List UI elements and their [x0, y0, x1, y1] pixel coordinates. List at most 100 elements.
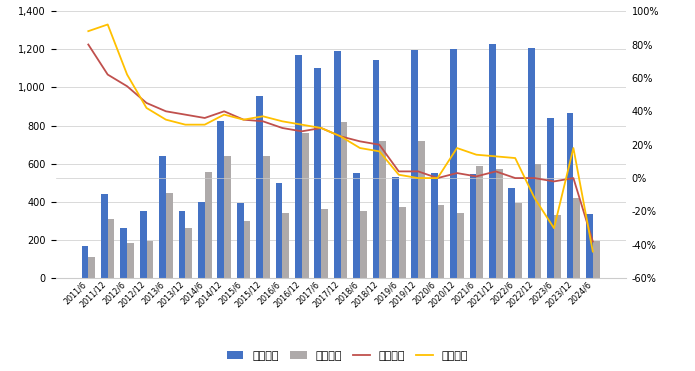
Bar — [534, 164, 541, 278]
Bar — [198, 202, 205, 278]
Bar — [140, 211, 147, 278]
利润同比 — [550, 226, 558, 230]
利润同比 — [569, 146, 578, 150]
Bar — [379, 141, 386, 278]
Legend: 经营收入, 利润总额, 收入同比, 利润同比: 经营收入, 利润总额, 收入同比, 利润同比 — [222, 347, 473, 365]
利润同比 — [414, 176, 423, 180]
Bar — [353, 173, 360, 278]
Bar — [554, 215, 561, 278]
Bar — [593, 241, 600, 278]
Bar — [179, 210, 186, 278]
收入同比 — [550, 179, 558, 184]
利润同比 — [201, 122, 209, 127]
利润同比 — [336, 134, 345, 138]
利润同比 — [297, 122, 306, 127]
收入同比 — [414, 169, 423, 174]
Bar — [224, 156, 231, 278]
利润同比 — [589, 249, 597, 254]
Bar — [573, 198, 580, 278]
Bar — [566, 113, 573, 278]
收入同比 — [589, 239, 597, 244]
利润同比 — [278, 119, 286, 124]
利润同比 — [511, 156, 519, 160]
Bar — [243, 221, 250, 278]
利润同比 — [395, 173, 403, 177]
利润同比 — [123, 72, 131, 77]
收入同比 — [84, 42, 92, 47]
收入同比 — [356, 139, 364, 144]
利润同比 — [434, 176, 442, 180]
收入同比 — [104, 72, 112, 77]
Bar — [515, 203, 522, 278]
Bar — [341, 122, 348, 278]
Bar — [373, 60, 379, 278]
Bar — [120, 228, 127, 278]
收入同比 — [181, 112, 190, 117]
Bar — [476, 166, 483, 278]
收入同比 — [434, 176, 442, 180]
Bar — [334, 51, 341, 278]
Bar — [528, 48, 534, 278]
利润同比 — [84, 29, 92, 33]
Bar — [108, 219, 115, 278]
利润同比 — [491, 154, 500, 159]
收入同比 — [530, 176, 539, 180]
Bar — [218, 121, 224, 278]
收入同比 — [491, 169, 500, 174]
收入同比 — [511, 176, 519, 180]
Bar — [399, 207, 406, 278]
收入同比 — [375, 142, 384, 147]
利润同比 — [239, 117, 247, 122]
Line: 利润同比: 利润同比 — [88, 24, 593, 252]
Bar — [392, 177, 399, 278]
Bar — [302, 133, 309, 278]
Bar — [159, 156, 166, 278]
收入同比 — [317, 126, 325, 130]
利润同比 — [181, 122, 190, 127]
Bar — [295, 55, 302, 278]
收入同比 — [142, 101, 151, 105]
利润同比 — [375, 149, 384, 154]
收入同比 — [259, 119, 267, 124]
Bar — [411, 50, 418, 278]
Bar — [88, 257, 95, 278]
Bar — [186, 228, 192, 278]
Line: 收入同比: 收入同比 — [88, 45, 593, 242]
利润同比 — [142, 106, 151, 110]
Bar — [509, 188, 515, 278]
Bar — [489, 43, 496, 278]
Bar — [547, 118, 554, 278]
Bar — [127, 243, 134, 278]
Bar — [418, 141, 425, 278]
利润同比 — [317, 126, 325, 130]
收入同比 — [453, 171, 461, 175]
Bar — [470, 174, 476, 278]
利润同比 — [356, 146, 364, 150]
收入同比 — [395, 169, 403, 174]
Bar — [166, 193, 172, 278]
收入同比 — [220, 109, 228, 114]
Bar — [147, 241, 154, 278]
利润同比 — [259, 114, 267, 118]
Bar — [586, 214, 593, 278]
Bar — [431, 173, 438, 278]
Bar — [237, 203, 243, 278]
Bar — [496, 168, 502, 278]
利润同比 — [220, 112, 228, 117]
利润同比 — [453, 146, 461, 150]
Bar — [205, 173, 211, 278]
Bar — [81, 246, 88, 278]
Bar — [321, 209, 328, 278]
收入同比 — [336, 134, 345, 138]
利润同比 — [530, 196, 539, 200]
Bar — [275, 183, 282, 278]
收入同比 — [569, 176, 578, 180]
收入同比 — [201, 116, 209, 120]
利润同比 — [104, 22, 112, 27]
Bar — [314, 68, 321, 278]
Bar — [457, 213, 464, 278]
Bar — [450, 49, 457, 278]
Bar — [101, 194, 108, 278]
收入同比 — [472, 174, 480, 178]
收入同比 — [162, 109, 170, 114]
